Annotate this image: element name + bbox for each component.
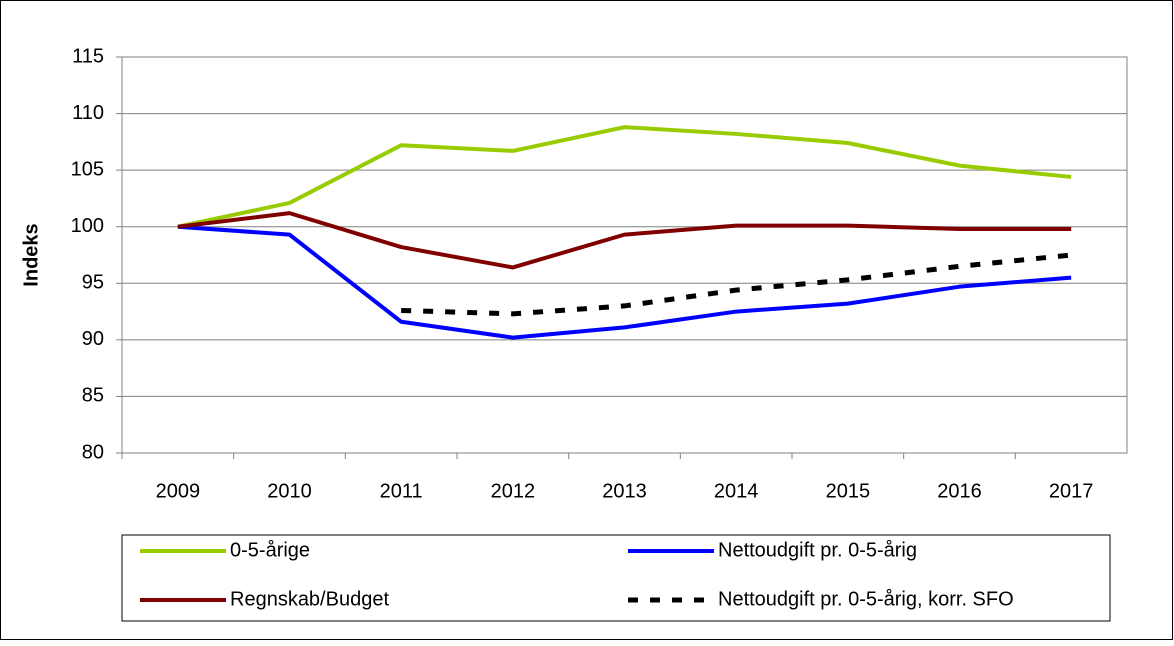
x-tick-label: 2015 <box>826 480 871 502</box>
x-tick-label: 2013 <box>602 480 647 502</box>
plot-area <box>121 56 1128 454</box>
series-line <box>177 125 1072 229</box>
y-tick-label: 115 <box>72 45 104 67</box>
y-tick-label: 80 <box>82 441 104 463</box>
y-tick-label: 105 <box>71 158 104 180</box>
y-tick-label: 90 <box>82 328 104 350</box>
legend-label: Nettoudgift pr. 0-5-årig, korr. SFO <box>718 588 1014 610</box>
legend-label: Regnskab/Budget <box>230 588 389 610</box>
y-tick-label: 95 <box>82 272 104 294</box>
series-line <box>177 211 1072 270</box>
y-tick-label: 110 <box>72 102 104 124</box>
y-tick-label: 100 <box>71 215 104 237</box>
legend <box>121 534 1111 622</box>
x-tick-label: 2012 <box>491 480 536 502</box>
x-tick-label: 2014 <box>714 480 759 502</box>
y-axis-label: Indeks <box>20 223 42 286</box>
x-tick-label: 2017 <box>1049 480 1094 502</box>
y-tick-label: 85 <box>82 385 104 407</box>
series-line <box>177 224 1072 340</box>
x-tick-label: 2011 <box>380 480 423 502</box>
x-tick-label: 2010 <box>267 480 312 502</box>
series-line <box>401 252 1072 317</box>
legend-label: 0-5-årige <box>230 539 310 561</box>
x-tick-label: 2016 <box>937 480 982 502</box>
x-tick-label: 2009 <box>156 480 201 502</box>
legend-label: Nettoudgift pr. 0-5-årig <box>718 539 917 561</box>
